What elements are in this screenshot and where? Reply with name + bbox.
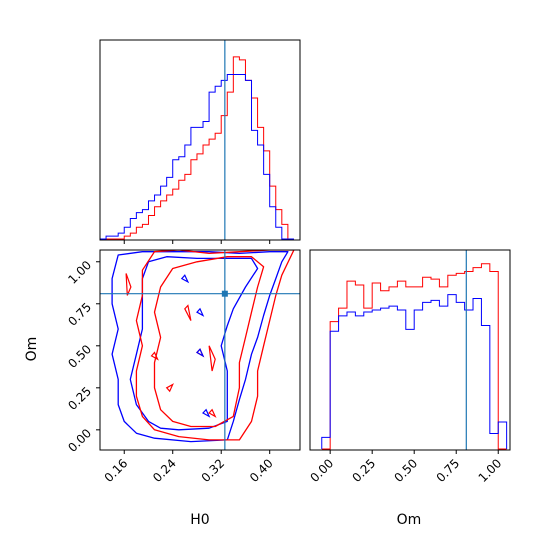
contour-y-tick-label: 0.00 (65, 426, 94, 455)
x-axis-label-om: Om (397, 512, 422, 528)
contour-y-tick-label: 0.75 (65, 300, 94, 329)
contour-red-island (208, 345, 216, 372)
om-x-tick-label: 0.00 (307, 456, 336, 485)
h0-histogram-red-series (100, 56, 294, 240)
h0-histogram-panel (99, 39, 301, 244)
contour-blue-inner (129, 256, 259, 431)
om-histogram-panel: 0.00 0.25 0.50 0.75 1.00 (307, 249, 511, 485)
contour-red-island (165, 383, 174, 393)
contour-x-tick-label: 0.32 (199, 456, 228, 485)
x-axis-label-h0: H0 (190, 512, 209, 528)
contour-red-outer (135, 250, 295, 441)
contour-red-island (208, 408, 217, 418)
contour-frame (99, 249, 301, 451)
om-x-tick-label: 0.25 (350, 456, 379, 485)
contour-x-tick-label: 0.24 (150, 456, 179, 485)
h0-histogram-frame (99, 39, 301, 241)
om-x-tick-label: 0.50 (392, 456, 421, 485)
contour-truth-marker (221, 290, 228, 297)
om-histogram-red-series (321, 263, 507, 450)
contour-red-inner (153, 256, 265, 428)
contour-y-tick-label: 1.00 (65, 258, 94, 287)
contour-blue-island (196, 307, 205, 317)
contour-y-tick-label: 0.25 (65, 384, 94, 413)
contour-x-tick-label: 0.40 (247, 456, 276, 485)
contour-blue-island (196, 348, 205, 358)
y-axis-label-om: Om (24, 337, 40, 362)
om-histogram-blue-series (321, 294, 508, 449)
om-x-tick-label: 0.75 (434, 456, 463, 485)
contour-x-tick-label: 0.16 (102, 456, 131, 485)
h0-histogram-blue-series (100, 74, 294, 240)
contour-blue-outer (111, 251, 289, 443)
contour-blue-island (180, 274, 190, 284)
contour-red-island (150, 351, 159, 361)
om-x-tick-label: 1.00 (476, 456, 505, 485)
contour-layer (111, 250, 295, 443)
contour-red-island (184, 304, 192, 321)
om-histogram-frame (309, 249, 511, 451)
contour-blue-island (202, 408, 211, 418)
h0-om-contour-panel: 0.16 0.24 0.32 0.40 0.00 0.25 0.50 0.75 1.00 (65, 249, 301, 485)
contour-red-island (125, 273, 132, 296)
contour-y-tick-label: 0.50 (65, 342, 94, 371)
